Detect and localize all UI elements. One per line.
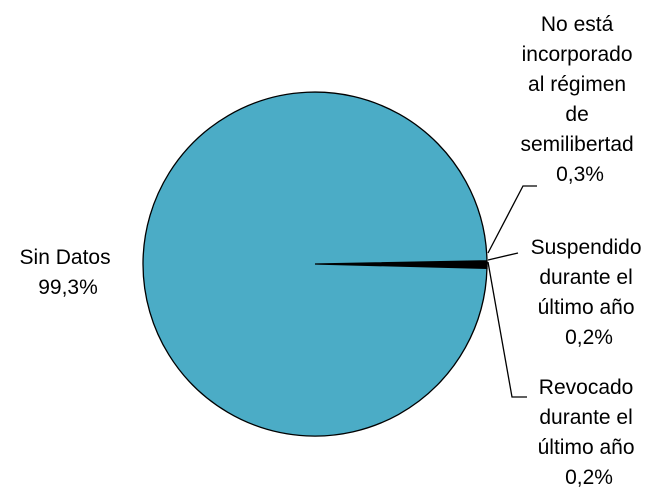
label-line: Suspendido (531, 236, 642, 259)
leader-line-revocado (487, 261, 527, 398)
slice-sin-datos (142, 91, 488, 437)
label-line: durante el (539, 406, 632, 429)
label-line: 99,3% (38, 276, 98, 299)
label-line: incorporado (522, 43, 633, 66)
label-line: semilibertad (520, 133, 633, 156)
pie-slices (142, 91, 488, 437)
slice-label-revocado: Revocado durante el último año 0,2% (538, 376, 641, 489)
label-line: No está (541, 13, 614, 36)
slice-label-no-incorporado: No está incorporado al régimen de semili… (520, 13, 639, 186)
label-line: último año (538, 296, 635, 319)
slice-label-suspendido: Suspendido durante el último año 0,2% (531, 236, 648, 349)
slice-label-sin-datos: Sin Datos 99,3% (20, 246, 117, 299)
label-line: 0,2% (565, 326, 613, 349)
label-line: durante el (539, 266, 632, 289)
label-line: al régimen (528, 73, 626, 96)
label-line: último año (538, 436, 635, 459)
label-line: de (565, 103, 588, 126)
leader-line-suspendido (487, 252, 519, 261)
label-line: Sin Datos (20, 246, 111, 269)
label-line: 0,3% (556, 163, 604, 186)
label-line: Revocado (539, 376, 634, 399)
label-line: 0,2% (565, 466, 613, 489)
leader-line-no-incorporado (487, 185, 537, 254)
